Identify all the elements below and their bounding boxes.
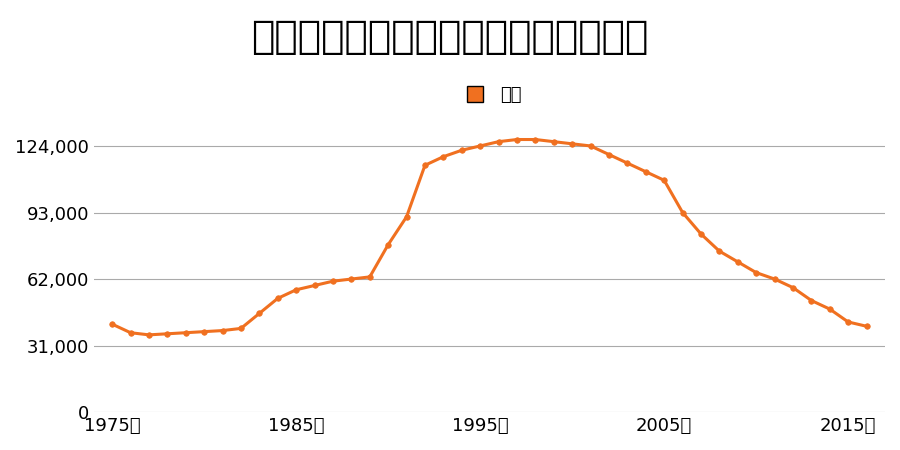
Legend: 価格: 価格 (450, 79, 529, 112)
Text: 石川県金沢市桜町３５８番の地価推移: 石川県金沢市桜町３５８番の地価推移 (251, 18, 649, 56)
